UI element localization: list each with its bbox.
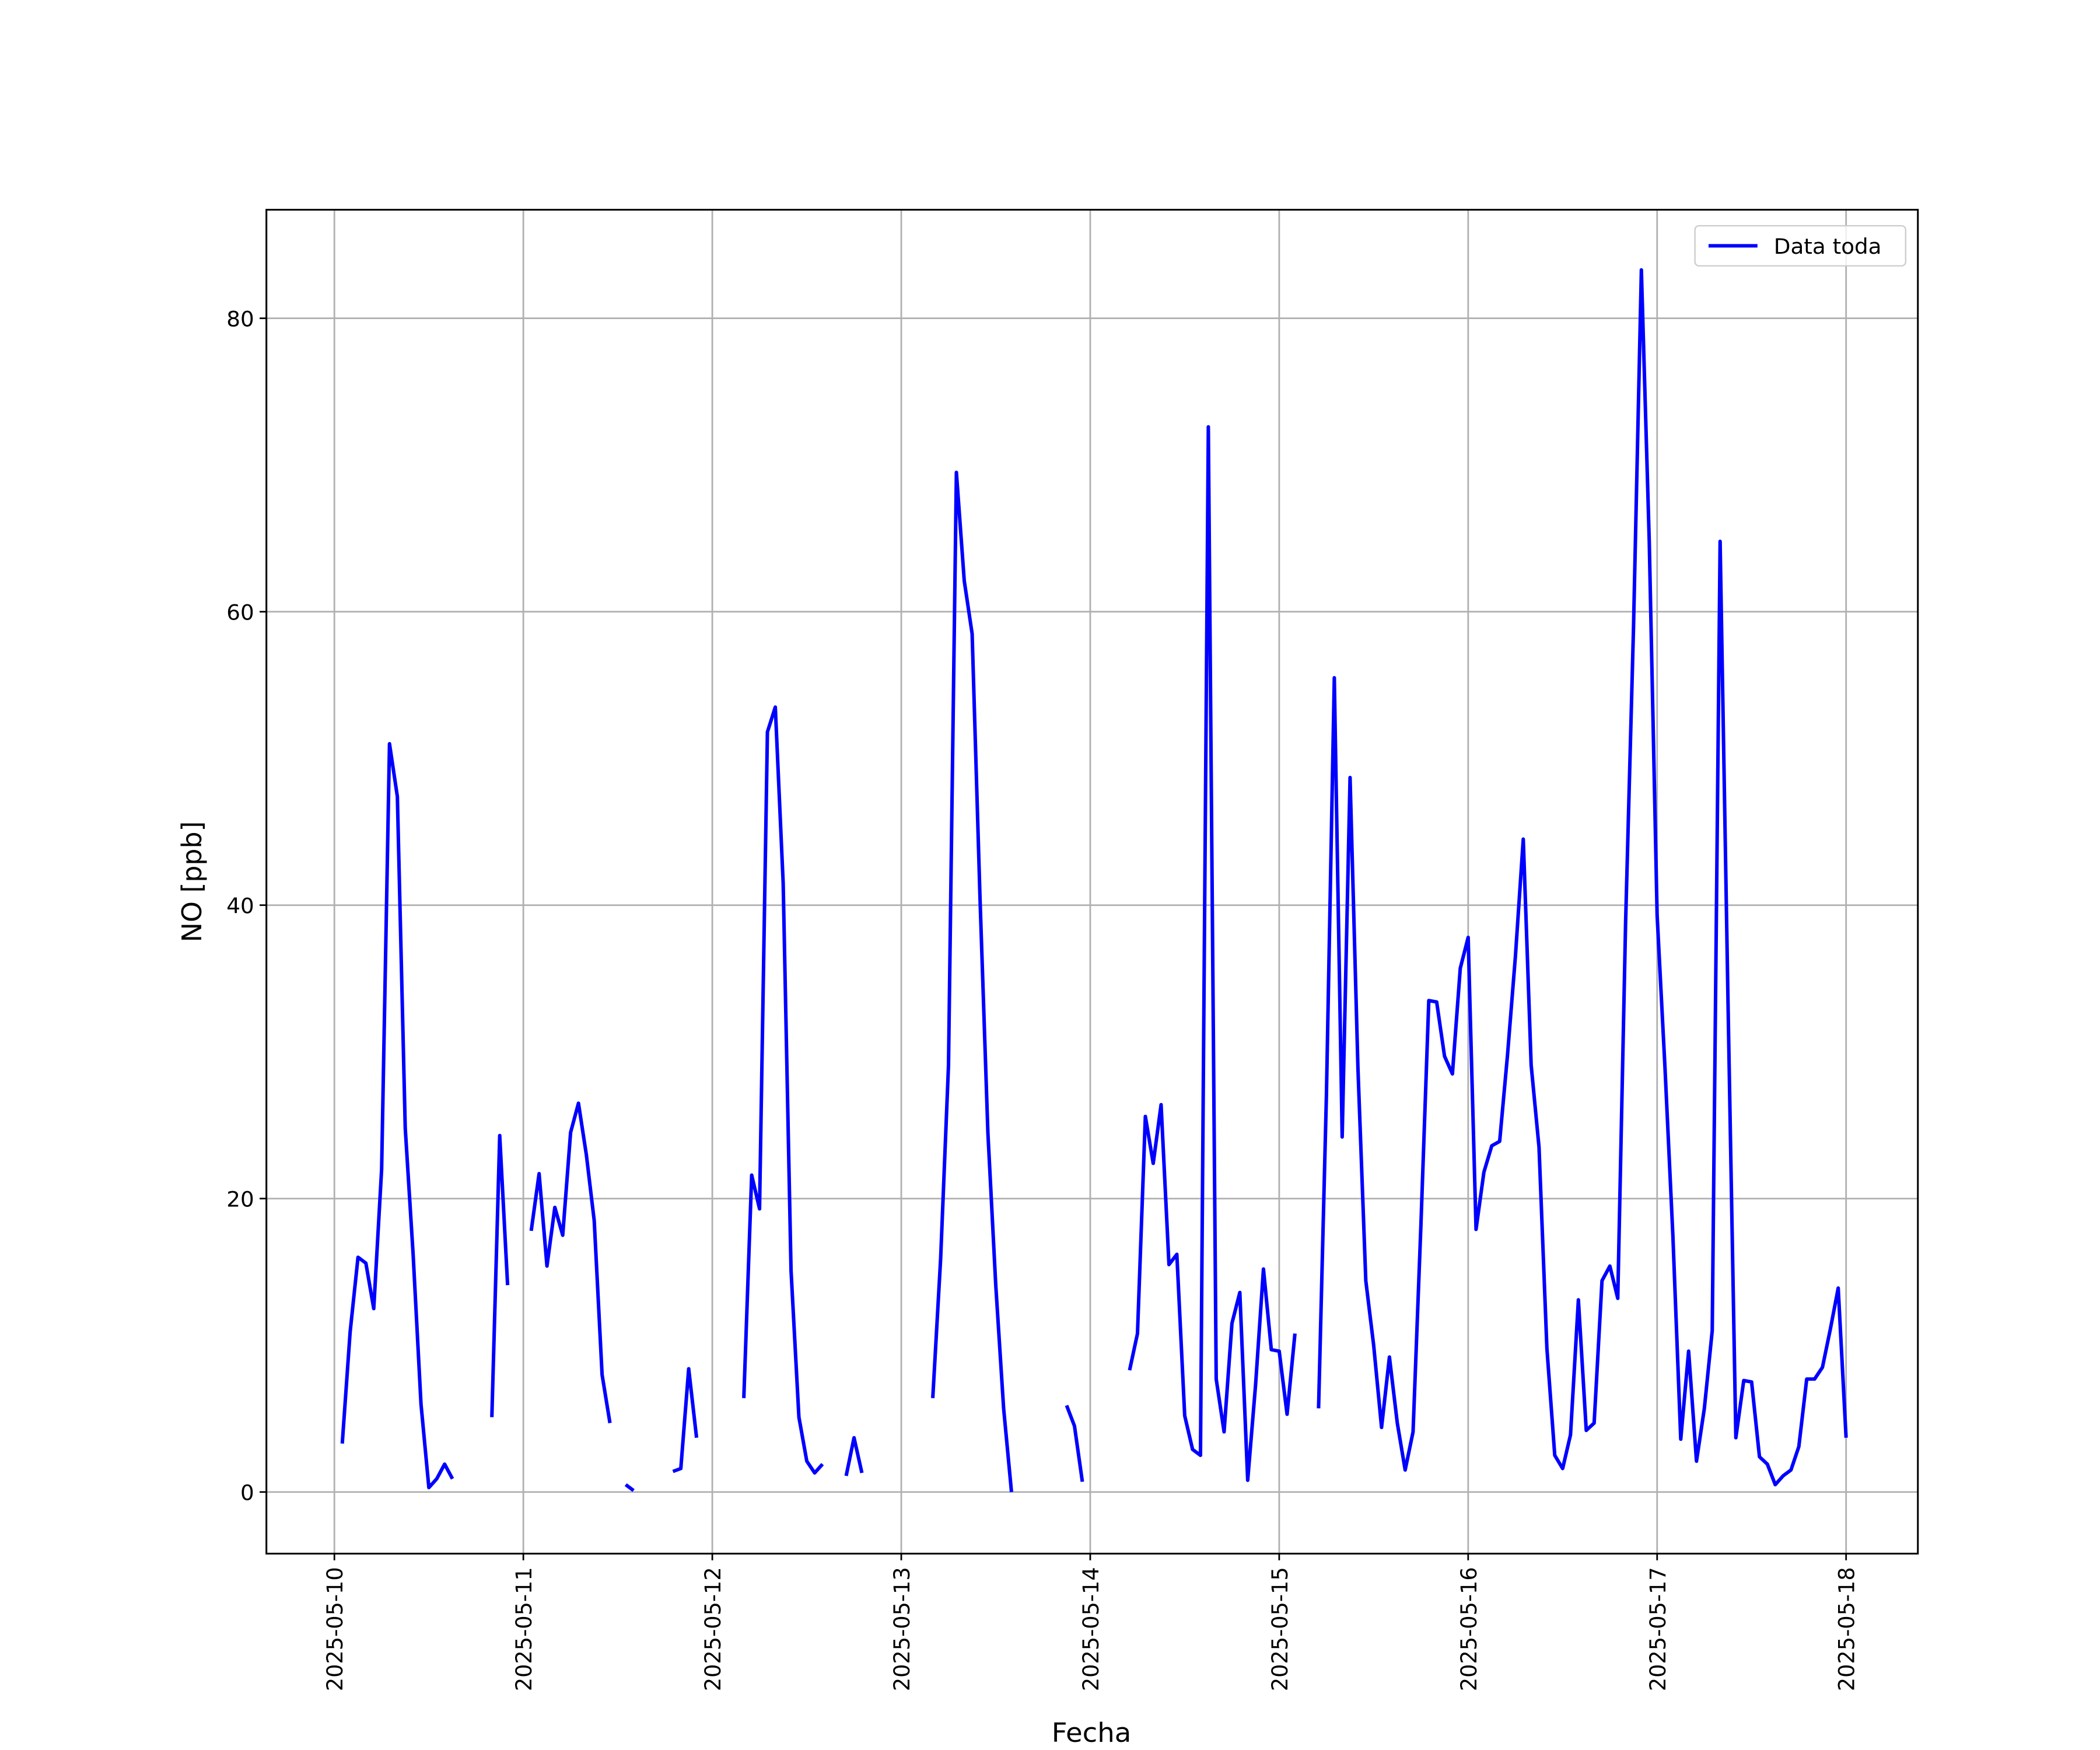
x-axis-label: Fecha bbox=[1052, 1717, 1132, 1749]
data-line bbox=[340, 268, 1848, 1492]
x-tick-label: 2025-05-15 bbox=[1268, 1567, 1293, 1691]
y-axis-label: NO [ppb] bbox=[176, 821, 207, 943]
x-tick-label: 2025-05-13 bbox=[890, 1567, 915, 1691]
x-tick-label: 2025-05-11 bbox=[512, 1567, 537, 1691]
y-tick-label: 20 bbox=[226, 1187, 254, 1212]
x-tick-label: 2025-05-17 bbox=[1645, 1567, 1670, 1691]
legend-box bbox=[1694, 225, 1906, 267]
legend-label: Data toda bbox=[1774, 234, 1882, 259]
x-tick-label: 2025-05-18 bbox=[1834, 1567, 1859, 1691]
x-tick-label: 2025-05-16 bbox=[1457, 1567, 1482, 1691]
x-tick-label: 2025-05-12 bbox=[701, 1567, 726, 1691]
plot-frame bbox=[265, 209, 1919, 1555]
x-tick-label: 2025-05-14 bbox=[1079, 1567, 1104, 1691]
y-tick-label: 60 bbox=[226, 600, 254, 625]
y-tick-label: 40 bbox=[226, 894, 254, 919]
x-tick-label: 2025-05-10 bbox=[323, 1567, 348, 1691]
y-tick-label: 80 bbox=[226, 307, 254, 332]
y-tick-label: 0 bbox=[240, 1480, 254, 1506]
